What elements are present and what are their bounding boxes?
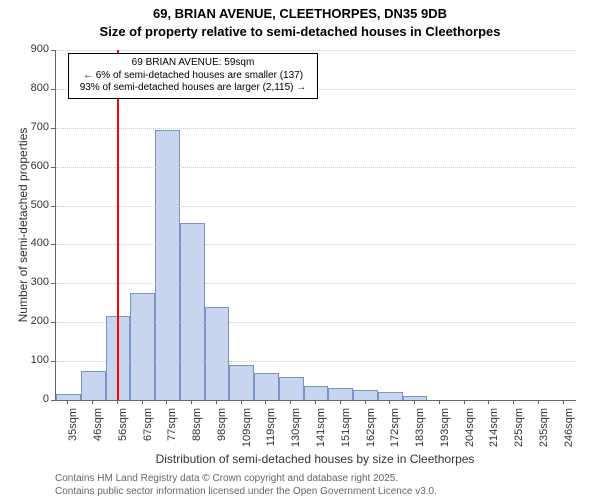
footer-attribution: Contains HM Land Registry data © Crown c… — [55, 472, 437, 498]
histogram-bar — [378, 392, 403, 400]
histogram-bar — [304, 386, 329, 400]
gridline — [56, 206, 576, 207]
xtick-mark — [365, 400, 366, 404]
histogram-bar — [205, 307, 230, 400]
xtick-label: 246sqm — [563, 408, 575, 458]
ytick-label: 400 — [17, 237, 49, 249]
histogram-bar — [155, 130, 180, 400]
chart-title-line1: 69, BRIAN AVENUE, CLEETHORPES, DN35 9DB — [0, 6, 600, 21]
xtick-label: 204sqm — [464, 408, 476, 458]
xtick-label: 225sqm — [513, 408, 525, 458]
chart-container: 69, BRIAN AVENUE, CLEETHORPES, DN35 9DB … — [0, 0, 600, 500]
gridline — [56, 322, 576, 323]
ytick-label: 900 — [17, 43, 49, 55]
xtick-label: 46sqm — [92, 408, 104, 458]
y-axis-label: Number of semi-detached properties — [16, 115, 30, 335]
xtick-mark — [340, 400, 341, 404]
xtick-mark — [265, 400, 266, 404]
xtick-mark — [117, 400, 118, 404]
xtick-label: 183sqm — [414, 408, 426, 458]
histogram-bar — [254, 373, 279, 400]
xtick-label: 56sqm — [117, 408, 129, 458]
histogram-bar — [229, 365, 254, 400]
ytick-mark — [51, 283, 55, 284]
xtick-mark — [67, 400, 68, 404]
histogram-bar — [130, 293, 155, 400]
xtick-label: 35sqm — [67, 408, 79, 458]
xtick-label: 130sqm — [290, 408, 302, 458]
xtick-mark — [191, 400, 192, 404]
gridline — [56, 167, 576, 168]
ytick-mark — [51, 167, 55, 168]
xtick-mark — [241, 400, 242, 404]
ytick-mark — [51, 89, 55, 90]
footer-line1: Contains HM Land Registry data © Crown c… — [55, 473, 398, 484]
gridline — [56, 244, 576, 245]
ytick-label: 800 — [17, 82, 49, 94]
ytick-label: 200 — [17, 315, 49, 327]
annotation-line2: ← 6% of semi-detached houses are smaller… — [74, 70, 312, 83]
histogram-bar — [56, 394, 81, 400]
histogram-bar — [353, 390, 378, 400]
xtick-label: 162sqm — [365, 408, 377, 458]
footer-line2: Contains public sector information licen… — [55, 486, 437, 497]
xtick-label: 67sqm — [142, 408, 154, 458]
xtick-label: 151sqm — [340, 408, 352, 458]
xtick-label: 109sqm — [241, 408, 253, 458]
xtick-mark — [439, 400, 440, 404]
xtick-mark — [216, 400, 217, 404]
xtick-mark — [563, 400, 564, 404]
xtick-mark — [166, 400, 167, 404]
ytick-mark — [51, 128, 55, 129]
xtick-label: 172sqm — [389, 408, 401, 458]
xtick-label: 88sqm — [191, 408, 203, 458]
xtick-label: 77sqm — [166, 408, 178, 458]
histogram-bar — [180, 223, 205, 400]
gridline — [56, 283, 576, 284]
annotation-line3: 93% of semi-detached houses are larger (… — [74, 82, 312, 95]
histogram-bar — [279, 377, 304, 400]
xtick-label: 141sqm — [315, 408, 327, 458]
gridline — [56, 361, 576, 362]
ytick-mark — [51, 400, 55, 401]
chart-title-line2: Size of property relative to semi-detach… — [0, 24, 600, 39]
xtick-mark — [315, 400, 316, 404]
xtick-mark — [414, 400, 415, 404]
ytick-mark — [51, 361, 55, 362]
xtick-mark — [290, 400, 291, 404]
xtick-label: 214sqm — [488, 408, 500, 458]
xtick-mark — [538, 400, 539, 404]
xtick-mark — [92, 400, 93, 404]
gridline — [56, 128, 576, 129]
xtick-mark — [464, 400, 465, 404]
ytick-mark — [51, 322, 55, 323]
xtick-label: 193sqm — [439, 408, 451, 458]
marker-line — [117, 50, 119, 400]
xtick-mark — [488, 400, 489, 404]
ytick-label: 500 — [17, 199, 49, 211]
ytick-mark — [51, 244, 55, 245]
ytick-mark — [51, 50, 55, 51]
ytick-label: 600 — [17, 160, 49, 172]
xtick-label: 235sqm — [538, 408, 550, 458]
xtick-label: 119sqm — [265, 408, 277, 458]
annotation-line1: 69 BRIAN AVENUE: 59sqm — [74, 57, 312, 70]
histogram-bar — [81, 371, 106, 400]
xtick-label: 98sqm — [216, 408, 228, 458]
gridline — [56, 50, 576, 51]
ytick-label: 700 — [17, 121, 49, 133]
annotation-box: 69 BRIAN AVENUE: 59sqm ← 6% of semi-deta… — [68, 53, 318, 99]
plot-area: 69 BRIAN AVENUE: 59sqm ← 6% of semi-deta… — [55, 50, 576, 401]
xtick-mark — [513, 400, 514, 404]
ytick-label: 100 — [17, 354, 49, 366]
ytick-label: 300 — [17, 276, 49, 288]
xtick-mark — [142, 400, 143, 404]
xtick-mark — [389, 400, 390, 404]
ytick-label: 0 — [17, 393, 49, 405]
histogram-bar — [328, 388, 353, 400]
x-axis-label: Distribution of semi-detached houses by … — [55, 452, 575, 466]
ytick-mark — [51, 206, 55, 207]
